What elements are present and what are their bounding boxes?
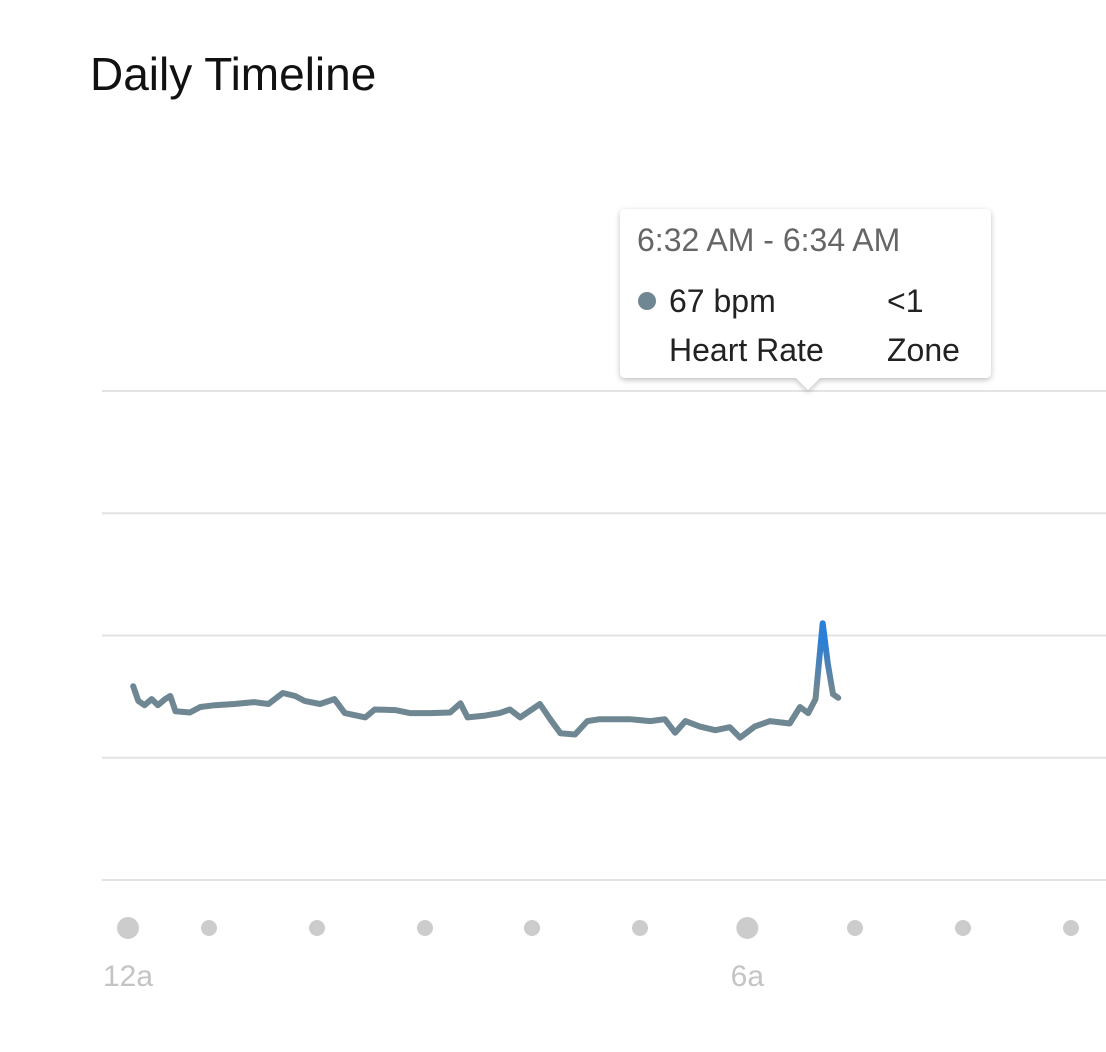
hour-dot [309, 920, 325, 936]
hour-dot [955, 920, 971, 936]
x-tick-dot [117, 917, 139, 939]
hour-dot [1063, 920, 1079, 936]
x-tick-label: 12a [103, 960, 153, 993]
tooltip-zone: <1 [887, 283, 923, 319]
hour-dots [201, 920, 1079, 936]
tooltip-value: 67 bpm [669, 283, 776, 319]
hour-dot [632, 920, 648, 936]
x-tick-label: 6a [731, 960, 765, 993]
tooltip-label: Heart Rate [669, 332, 824, 368]
plot [130, 620, 842, 741]
tooltip-time: 6:32 AM - 6:34 AM [637, 222, 900, 258]
tooltip-box [620, 209, 991, 390]
hour-dot [524, 920, 540, 936]
x-tick-dot [736, 917, 759, 939]
hour-dot [201, 920, 217, 936]
tooltip [620, 209, 991, 390]
heart-rate-line [130, 620, 842, 741]
hour-dot [847, 920, 863, 936]
tooltip-label: Zone [887, 332, 960, 368]
page-title: Daily Timeline [90, 48, 376, 100]
grid [102, 390, 1106, 881]
tooltip-dot [638, 292, 656, 310]
hour-dot [417, 920, 433, 936]
